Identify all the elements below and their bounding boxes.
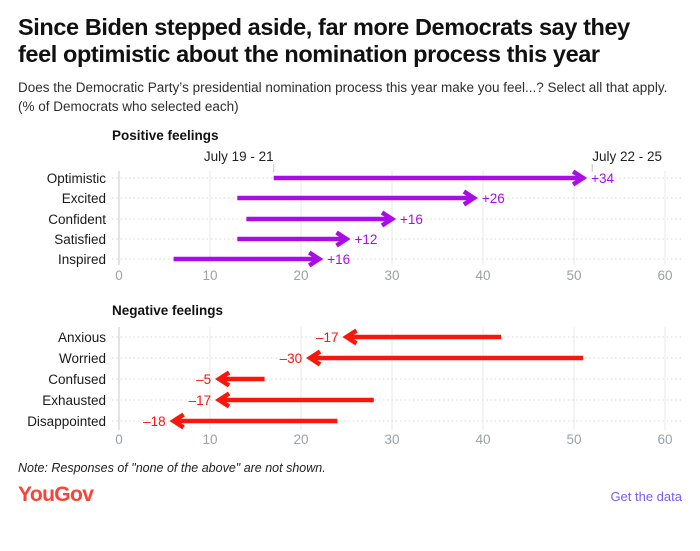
arrow-head: [214, 370, 231, 388]
arrow-head: [342, 328, 358, 346]
category-label: Exhausted: [42, 393, 106, 408]
change-label: –18: [143, 414, 166, 429]
axis-tick-label: 60: [657, 268, 672, 283]
get-the-data-link[interactable]: Get the data: [610, 488, 682, 504]
axis-tick-label: 30: [384, 432, 399, 447]
axis-tick-label: 40: [475, 268, 490, 283]
change-arrow: [169, 412, 338, 430]
change-label: –17: [189, 393, 212, 408]
axis-tick-label: 40: [475, 432, 490, 447]
change-arrow: [173, 250, 324, 268]
axis-tick-label: 20: [293, 268, 308, 283]
negative-section-heading: Negative feelings: [112, 302, 224, 318]
axis-tick-label: 30: [384, 268, 399, 283]
axis-tick-label: 0: [115, 432, 123, 447]
date-annotation-label: July 22 - 25: [592, 149, 662, 164]
category-label: Optimistic: [47, 171, 107, 186]
category-label: Anxious: [58, 330, 106, 345]
axis-tick-label: 10: [202, 432, 217, 447]
change-arrow: [305, 349, 584, 367]
change-label: +16: [400, 212, 423, 227]
category-label: Inspired: [58, 252, 106, 267]
date-annotation-label: July 19 - 21: [204, 149, 274, 164]
arrow-head: [169, 412, 185, 430]
change-label: –17: [316, 330, 339, 345]
category-label: Worried: [59, 351, 106, 366]
chart-title: Since Biden stepped aside, far more Demo…: [18, 14, 630, 67]
arrow-head: [335, 230, 351, 248]
arrow-head: [571, 169, 588, 187]
axis-tick-label: 20: [293, 432, 308, 447]
change-label: –5: [196, 372, 211, 387]
footer: YouGov Get the data: [18, 483, 682, 507]
change-arrow: [214, 391, 374, 409]
arrow-head: [305, 349, 322, 367]
change-label: +26: [482, 191, 505, 206]
category-label: Disappointed: [27, 414, 106, 429]
negative-feelings-chart: 0 10 20 30 40 50 60 Anxious –17 Worried –30 Confuse…: [27, 326, 682, 447]
axis-tick-label: 50: [566, 268, 581, 283]
change-arrow: [214, 370, 265, 388]
change-arrow: [273, 169, 588, 187]
arrow-head: [380, 210, 397, 228]
category-label: Confused: [48, 372, 106, 387]
change-label: +12: [355, 232, 378, 247]
category-label: Confident: [48, 212, 106, 227]
chart-subtitle: Does the Democratic Party’s presidential…: [18, 79, 668, 114]
change-arrow: [237, 189, 479, 207]
category-label: Satisfied: [54, 232, 106, 247]
change-label: –30: [280, 351, 303, 366]
axis-tick-label: 0: [115, 268, 123, 283]
arrow-head: [214, 391, 231, 409]
positive-feelings-chart: 0 10 20 30 40 50 60 July 19 - 21 July 22 - 25 Opt…: [47, 149, 682, 283]
change-label: +16: [327, 252, 350, 267]
category-label: Excited: [62, 191, 106, 206]
arrow-head: [307, 250, 324, 268]
change-arrow: [342, 328, 502, 346]
footnote: Note: Responses of "none of the above" a…: [18, 460, 326, 475]
yougov-logo: YouGov: [18, 482, 94, 506]
axis-tick-label: 50: [566, 432, 581, 447]
change-label: +34: [591, 171, 614, 186]
axis-tick-label: 10: [202, 268, 217, 283]
change-arrow: [237, 230, 351, 248]
axis-tick-label: 60: [657, 432, 672, 447]
arrow-head: [462, 189, 479, 207]
change-arrow: [246, 210, 397, 228]
positive-section-heading: Positive feelings: [112, 127, 219, 143]
